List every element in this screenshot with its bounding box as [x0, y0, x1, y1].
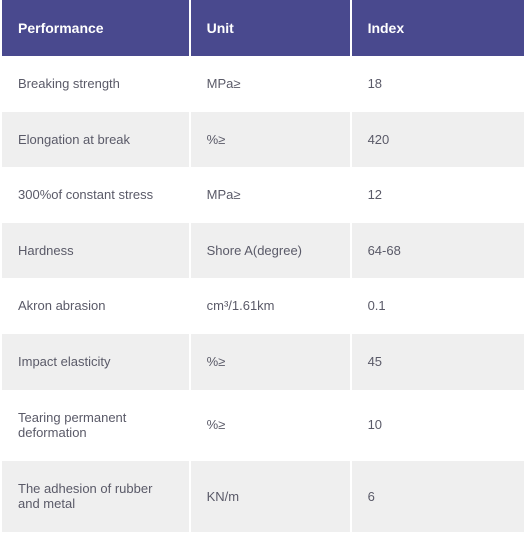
- table-row: Breaking strength MPa≥ 18: [2, 56, 524, 112]
- cell-unit: KN/m: [191, 461, 350, 532]
- table-row: 300%of constant stress MPa≥ 12: [2, 167, 524, 223]
- table-header-row: Performance Unit Index: [2, 0, 524, 56]
- cell-index: 10: [352, 390, 524, 461]
- cell-index: 64-68: [352, 223, 524, 279]
- cell-unit: cm³/1.61km: [191, 278, 350, 334]
- cell-unit: MPa≥: [191, 56, 350, 112]
- cell-index: 12: [352, 167, 524, 223]
- cell-unit: %≥: [191, 390, 350, 461]
- cell-performance: Akron abrasion: [2, 278, 189, 334]
- cell-index: 420: [352, 112, 524, 168]
- cell-unit: %≥: [191, 112, 350, 168]
- cell-performance: Impact elasticity: [2, 334, 189, 390]
- cell-performance: Elongation at break: [2, 112, 189, 168]
- cell-index: 18: [352, 56, 524, 112]
- cell-index: 0.1: [352, 278, 524, 334]
- cell-performance: Breaking strength: [2, 56, 189, 112]
- table-row: Tearing permanent deformation %≥ 10: [2, 390, 524, 461]
- col-header-index: Index: [352, 0, 524, 56]
- table-row: Hardness Shore A(degree) 64-68: [2, 223, 524, 279]
- cell-performance: 300%of constant stress: [2, 167, 189, 223]
- spec-table: Performance Unit Index Breaking strength…: [0, 0, 526, 532]
- table-row: Akron abrasion cm³/1.61km 0.1: [2, 278, 524, 334]
- cell-unit: Shore A(degree): [191, 223, 350, 279]
- col-header-unit: Unit: [191, 0, 350, 56]
- table-row: Elongation at break %≥ 420: [2, 112, 524, 168]
- table-row: Impact elasticity %≥ 45: [2, 334, 524, 390]
- cell-performance: Hardness: [2, 223, 189, 279]
- cell-index: 6: [352, 461, 524, 532]
- table-row: The adhesion of rubber and metal KN/m 6: [2, 461, 524, 532]
- col-header-performance: Performance: [2, 0, 189, 56]
- cell-performance: Tearing permanent deformation: [2, 390, 189, 461]
- cell-unit: MPa≥: [191, 167, 350, 223]
- cell-index: 45: [352, 334, 524, 390]
- cell-performance: The adhesion of rubber and metal: [2, 461, 189, 532]
- cell-unit: %≥: [191, 334, 350, 390]
